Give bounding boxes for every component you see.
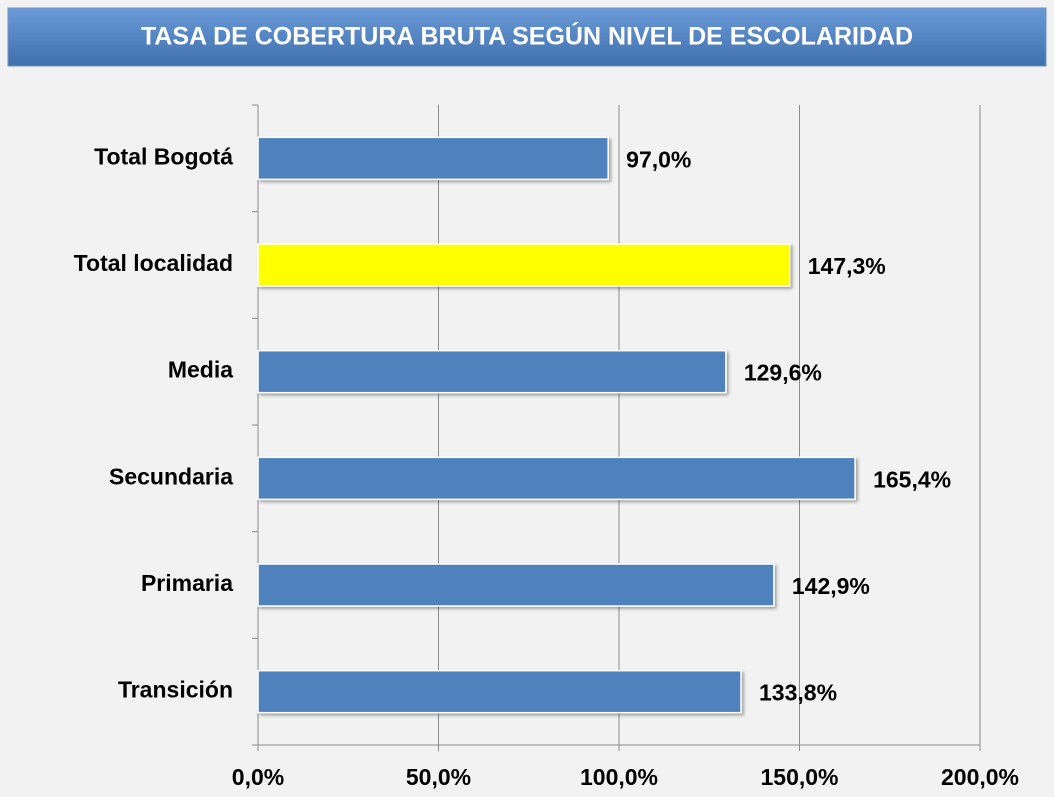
- y-tick-label: Primaria: [141, 570, 233, 596]
- x-tick-label: 50,0%: [406, 764, 471, 790]
- value-label: 165,4%: [873, 466, 951, 492]
- x-tick-label: 0,0%: [232, 764, 284, 790]
- value-label: 129,6%: [744, 360, 822, 386]
- title-banner: [7, 7, 1047, 67]
- bar: [257, 243, 791, 287]
- y-tick-label: Transición: [118, 677, 233, 703]
- value-label: 97,0%: [626, 146, 691, 172]
- bar: [257, 456, 856, 501]
- bar: [257, 563, 775, 607]
- y-tick-label: Media: [168, 357, 233, 383]
- y-tick-label: Secundaria: [109, 463, 233, 489]
- chart-title: TASA DE COBERTURA BRUTA SEGÚN NIVEL DE E…: [141, 21, 913, 51]
- value-label: 133,8%: [759, 680, 837, 706]
- x-tick-label: 100,0%: [580, 764, 658, 790]
- y-tick-label: Total Bogotá: [94, 143, 233, 169]
- bar: [257, 349, 727, 394]
- bar: [257, 136, 609, 181]
- y-tick-label: Total localidad: [74, 250, 233, 276]
- value-label: 147,3%: [808, 253, 886, 279]
- x-tick-label: 150,0%: [760, 764, 838, 790]
- x-tick-label: 200,0%: [941, 764, 1019, 790]
- value-label: 142,9%: [792, 573, 870, 599]
- bar: [257, 669, 742, 714]
